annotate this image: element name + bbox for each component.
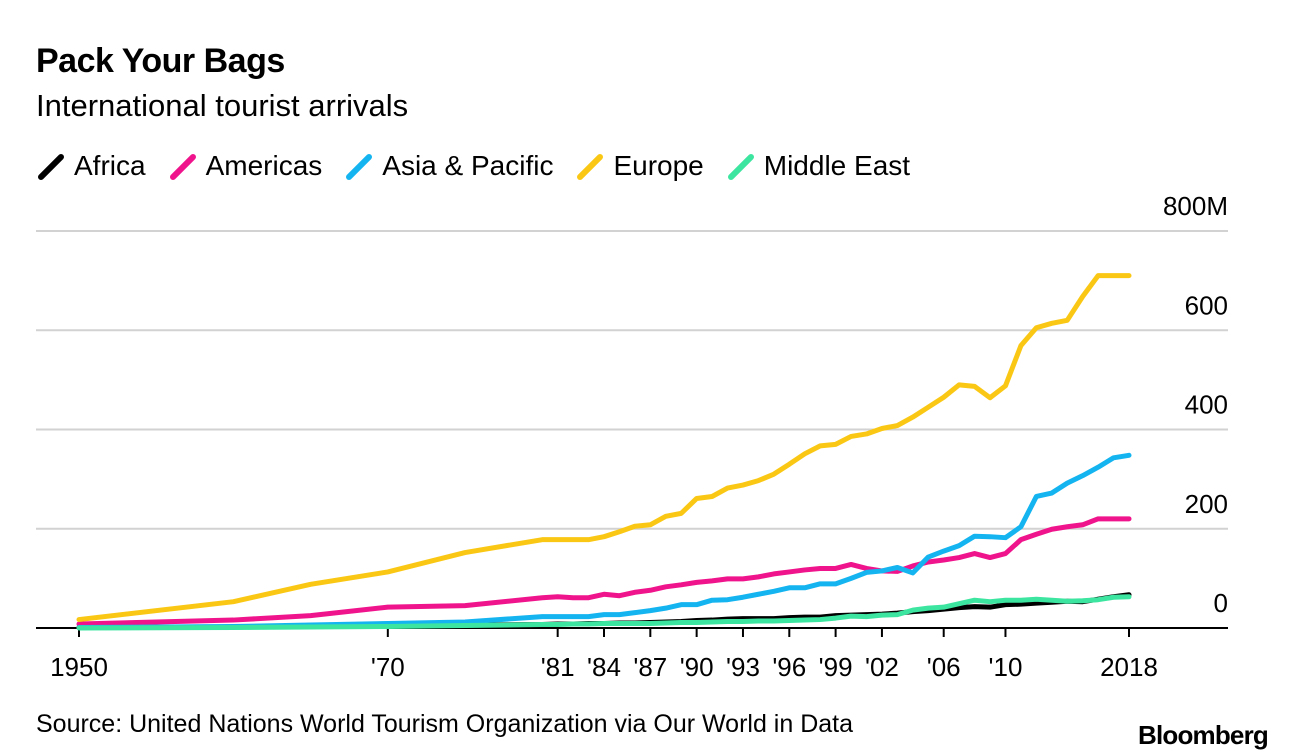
- series-line-asia-pacific: [76, 452, 1132, 631]
- legend-label: Asia & Pacific: [382, 150, 554, 181]
- legend-label: Africa: [74, 150, 146, 181]
- y-tick-label: 400: [1185, 390, 1228, 420]
- x-tick-label: 2018: [1100, 652, 1158, 682]
- chart-title: Pack Your Bags: [36, 42, 285, 80]
- x-tick-label: '90: [680, 652, 714, 682]
- chart-subtitle: International tourist arrivals: [36, 88, 409, 123]
- legend-label: Middle East: [763, 150, 911, 181]
- y-tick-label: 600: [1185, 290, 1228, 320]
- legend-swatch: [38, 154, 64, 180]
- legend-swatch: [577, 154, 604, 180]
- legend-item: Asia & Pacific: [344, 150, 553, 182]
- x-tick-label: '02: [865, 652, 899, 682]
- legend-swatch: [346, 154, 373, 180]
- y-tick-label: 0: [1214, 588, 1228, 618]
- x-tick-label: '99: [819, 652, 853, 682]
- legend-swatch: [169, 154, 196, 180]
- brand-logo: Bloomberg: [1137, 720, 1269, 750]
- legend-item: Americas: [168, 150, 323, 182]
- x-tick-label: '84: [587, 652, 621, 682]
- x-tick-label: '70: [371, 652, 405, 682]
- x-tick-label: '81: [541, 652, 575, 682]
- legend-label: Americas: [205, 150, 323, 181]
- legend: Africa Americas Asia & Pacific Europe Middle…: [36, 150, 932, 182]
- legend-label: Europe: [613, 150, 704, 181]
- series-line-europe: [76, 273, 1132, 623]
- x-tick-label: '10: [989, 652, 1023, 682]
- legend-item: Middle East: [726, 150, 910, 182]
- legend-item: Europe: [575, 150, 704, 182]
- legend-item: Africa: [36, 150, 146, 182]
- series-line-middle-east: [76, 594, 1132, 631]
- source-note: Source: United Nations World Tourism Org…: [36, 710, 854, 738]
- line-chart: 0 200 400 600 800M 1950 '70 '81 '84 '87 '90 '93 '96 '…: [36, 191, 1228, 682]
- series-line-americas: [76, 516, 1132, 627]
- x-tick-label: '87: [633, 652, 667, 682]
- x-tick-label: '93: [726, 652, 760, 682]
- y-tick-label: 200: [1185, 489, 1228, 519]
- x-tick-label: '96: [772, 652, 806, 682]
- x-tick-label: '06: [927, 652, 961, 682]
- legend-swatch: [727, 154, 754, 180]
- x-tick-label: 1950: [50, 652, 108, 682]
- y-tick-label: 800M: [1163, 191, 1228, 221]
